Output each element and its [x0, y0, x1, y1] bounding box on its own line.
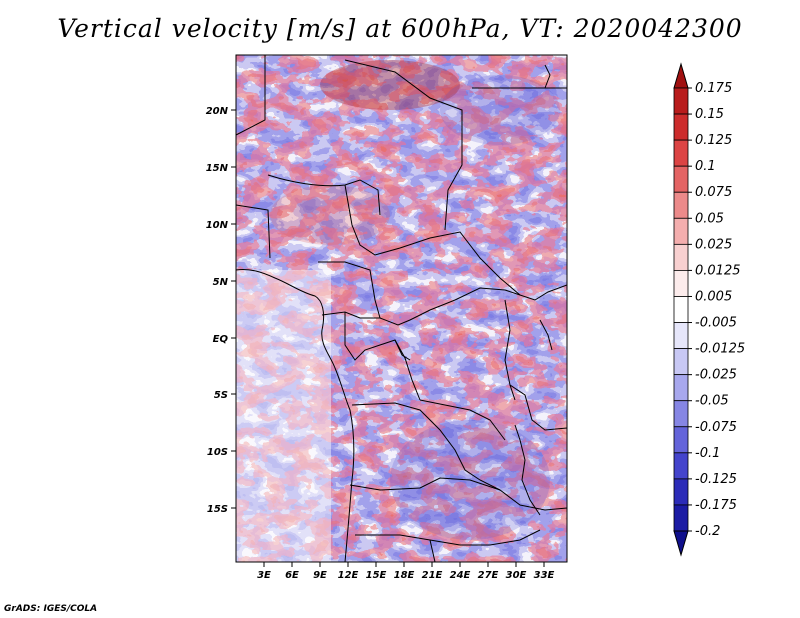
colorbar-swatch	[673, 191, 689, 219]
latitude-labels: 20N 15N 10N 5N EQ 5S 10S 15S	[206, 106, 229, 515]
lon-label: 18E	[394, 570, 415, 581]
colorbar-swatch	[673, 452, 689, 480]
colorbar-swatch	[673, 296, 689, 323]
lat-label: 10S	[207, 447, 228, 458]
lat-label: 10N	[206, 220, 229, 231]
colorbar-swatch	[673, 426, 689, 454]
colorbar-label: -0.005	[695, 316, 737, 331]
lon-label: 30E	[506, 570, 527, 581]
axis-ticks	[231, 109, 545, 567]
map-frame	[235, 54, 568, 563]
colorbar-label: 0.075	[695, 185, 732, 200]
lon-label: 12E	[338, 570, 359, 581]
colorbar-swatch	[673, 270, 689, 297]
credit-text: GrADS: IGES/COLA	[4, 604, 98, 614]
colorbar-label: -0.075	[695, 420, 737, 435]
colorbar-label: -0.1	[695, 446, 720, 461]
colorbar-swatch	[673, 504, 689, 532]
colorbar-label: -0.175	[695, 498, 737, 513]
colorbar-swatch	[673, 113, 689, 141]
plot-title: Vertical velocity [m/s] at 600hPa, VT: 2…	[57, 14, 743, 43]
colorbar-swatch	[673, 374, 689, 402]
colorbar-swatch	[673, 400, 689, 428]
colorbar-swatch	[673, 139, 689, 167]
lon-label: 24E	[450, 570, 471, 581]
colorbar-arrow-bottom	[673, 530, 689, 557]
colorbar: 0.175 0.15 0.125 0.1 0.075 0.05 0.025 0.0125 0.0…	[673, 62, 745, 557]
longitude-labels: 3E 6E 9E 12E 15E 18E 21E 24E 27E 30E 33E	[257, 570, 554, 581]
lat-label: 5S	[214, 390, 228, 401]
colorbar-label: 0.0125	[695, 263, 741, 278]
colorbar-label: 0.175	[695, 81, 732, 96]
colorbar-swatch	[673, 165, 689, 193]
colorbar-label: -0.05	[695, 394, 729, 409]
colorbar-arrow-top	[673, 62, 689, 89]
lon-label: 33E	[534, 570, 555, 581]
colorbar-label: 0.15	[695, 107, 724, 122]
colorbar-label: 0.025	[695, 237, 732, 252]
lat-label: 20N	[206, 106, 229, 117]
colorbar-label: -0.2	[695, 524, 720, 539]
velocity-field	[236, 55, 567, 562]
lon-label: 3E	[257, 570, 271, 581]
lat-label: EQ	[213, 334, 229, 345]
lon-label: 21E	[422, 570, 443, 581]
colorbar-label: 0.125	[695, 133, 732, 148]
colorbar-swatch	[673, 217, 689, 245]
lat-label: 15N	[206, 163, 229, 174]
colorbar-label: 0.05	[695, 211, 724, 226]
colorbar-label: -0.0125	[695, 342, 745, 357]
colorbar-swatch	[673, 87, 689, 115]
lat-label: 15S	[207, 504, 228, 515]
country-borders	[236, 55, 567, 562]
lon-label: 27E	[478, 570, 499, 581]
lon-label: 9E	[313, 570, 327, 581]
colorbar-label: 0.1	[695, 159, 716, 174]
colorbar-label: 0.005	[695, 289, 732, 304]
lon-label: 6E	[285, 570, 299, 581]
colorbar-swatch	[673, 348, 689, 376]
colorbar-swatch	[673, 478, 689, 506]
colorbar-label: -0.025	[695, 368, 737, 383]
colorbar-label: -0.125	[695, 472, 737, 487]
lon-label: 15E	[366, 570, 387, 581]
colorbar-swatch	[673, 243, 689, 271]
lat-label: 5N	[213, 277, 229, 288]
colorbar-swatch	[673, 322, 689, 349]
